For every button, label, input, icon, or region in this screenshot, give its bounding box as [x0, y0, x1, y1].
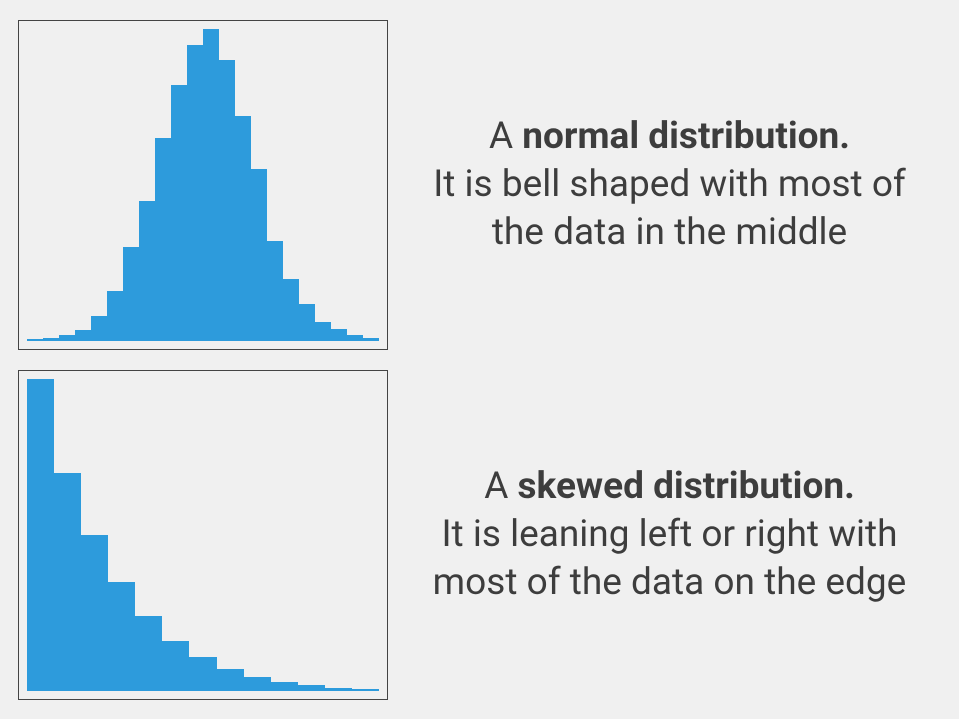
- skewed-chart-bars: [27, 379, 379, 691]
- histogram-bar: [331, 329, 347, 341]
- skewed-chart: [18, 370, 388, 700]
- normal-chart-bars: [27, 29, 379, 341]
- histogram-bar: [352, 689, 379, 691]
- histogram-bar: [27, 379, 54, 691]
- histogram-bar: [162, 641, 189, 691]
- histogram-bar: [139, 201, 155, 341]
- histogram-bar: [81, 535, 108, 691]
- histogram-bar: [219, 60, 235, 341]
- histogram-bar: [107, 291, 123, 341]
- normal-bold: normal distribution.: [522, 115, 850, 158]
- infographic-page: A normal distribution. It is bell shaped…: [0, 0, 959, 719]
- histogram-bar: [325, 688, 352, 691]
- histogram-bar: [155, 138, 171, 341]
- histogram-bar: [59, 335, 75, 341]
- normal-row: A normal distribution. It is bell shaped…: [18, 20, 941, 350]
- histogram-bar: [267, 241, 283, 341]
- histogram-bar: [347, 335, 363, 341]
- skewed-rest: It is leaning left or right with most of…: [433, 513, 907, 604]
- histogram-bar: [244, 677, 271, 691]
- histogram-bar: [271, 682, 298, 691]
- histogram-bar: [91, 316, 107, 341]
- histogram-bar: [108, 582, 135, 691]
- normal-chart: [18, 20, 388, 350]
- histogram-bar: [187, 45, 203, 341]
- normal-description: A normal distribution. It is bell shaped…: [388, 113, 941, 257]
- normal-rest: It is bell shaped with most of the data …: [433, 163, 906, 254]
- histogram-bar: [27, 339, 43, 341]
- histogram-bar: [251, 169, 267, 341]
- histogram-bar: [189, 657, 216, 691]
- histogram-bar: [171, 85, 187, 341]
- skewed-lead: A: [484, 465, 517, 508]
- histogram-bar: [217, 669, 244, 691]
- histogram-bar: [299, 304, 315, 341]
- normal-lead: A: [489, 115, 522, 158]
- histogram-bar: [135, 616, 162, 691]
- histogram-bar: [203, 29, 219, 341]
- skewed-description: A skewed distribution. It is leaning lef…: [388, 463, 941, 607]
- skewed-bold: skewed distribution.: [518, 465, 855, 508]
- histogram-bar: [54, 473, 81, 691]
- histogram-bar: [75, 330, 91, 341]
- histogram-bar: [235, 116, 251, 341]
- histogram-bar: [315, 322, 331, 341]
- histogram-bar: [298, 685, 325, 691]
- histogram-bar: [363, 338, 379, 341]
- histogram-bar: [123, 247, 139, 341]
- skewed-row: A skewed distribution. It is leaning lef…: [18, 370, 941, 700]
- histogram-bar: [283, 279, 299, 341]
- histogram-bar: [43, 338, 59, 341]
